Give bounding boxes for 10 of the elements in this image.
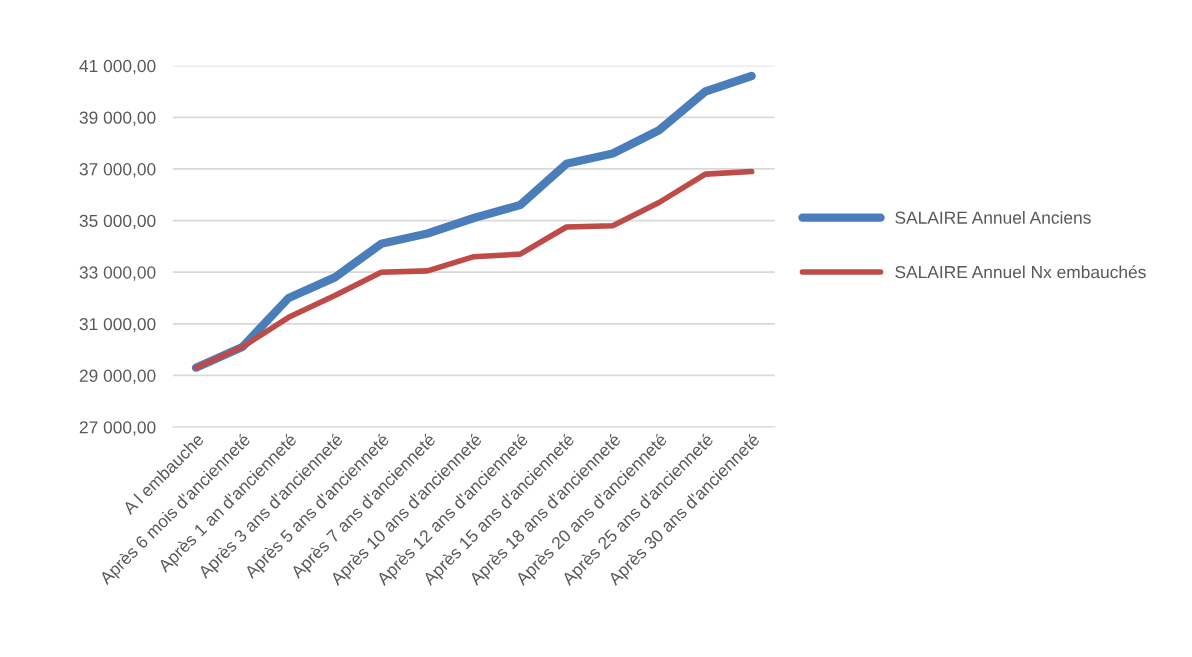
y-tick-label: 37 000,00: [79, 163, 156, 178]
y-tick-label: 31 000,00: [79, 317, 156, 333]
y-tick-label: 39 000,00: [79, 111, 156, 126]
y-tick-label: 27 000,00: [79, 421, 156, 436]
y-tick-label: 29 000,00: [79, 369, 156, 384]
y-tick-label: 33 000,00: [79, 266, 156, 281]
legend-label: SALAIRE Annuel Nx embauchés: [895, 265, 1146, 279]
legend-label: SALAIRE Annuel Anciens: [895, 211, 1091, 224]
y-tick-label: 41 000,00: [79, 59, 156, 75]
y-tick-label: 35 000,00: [79, 214, 156, 230]
